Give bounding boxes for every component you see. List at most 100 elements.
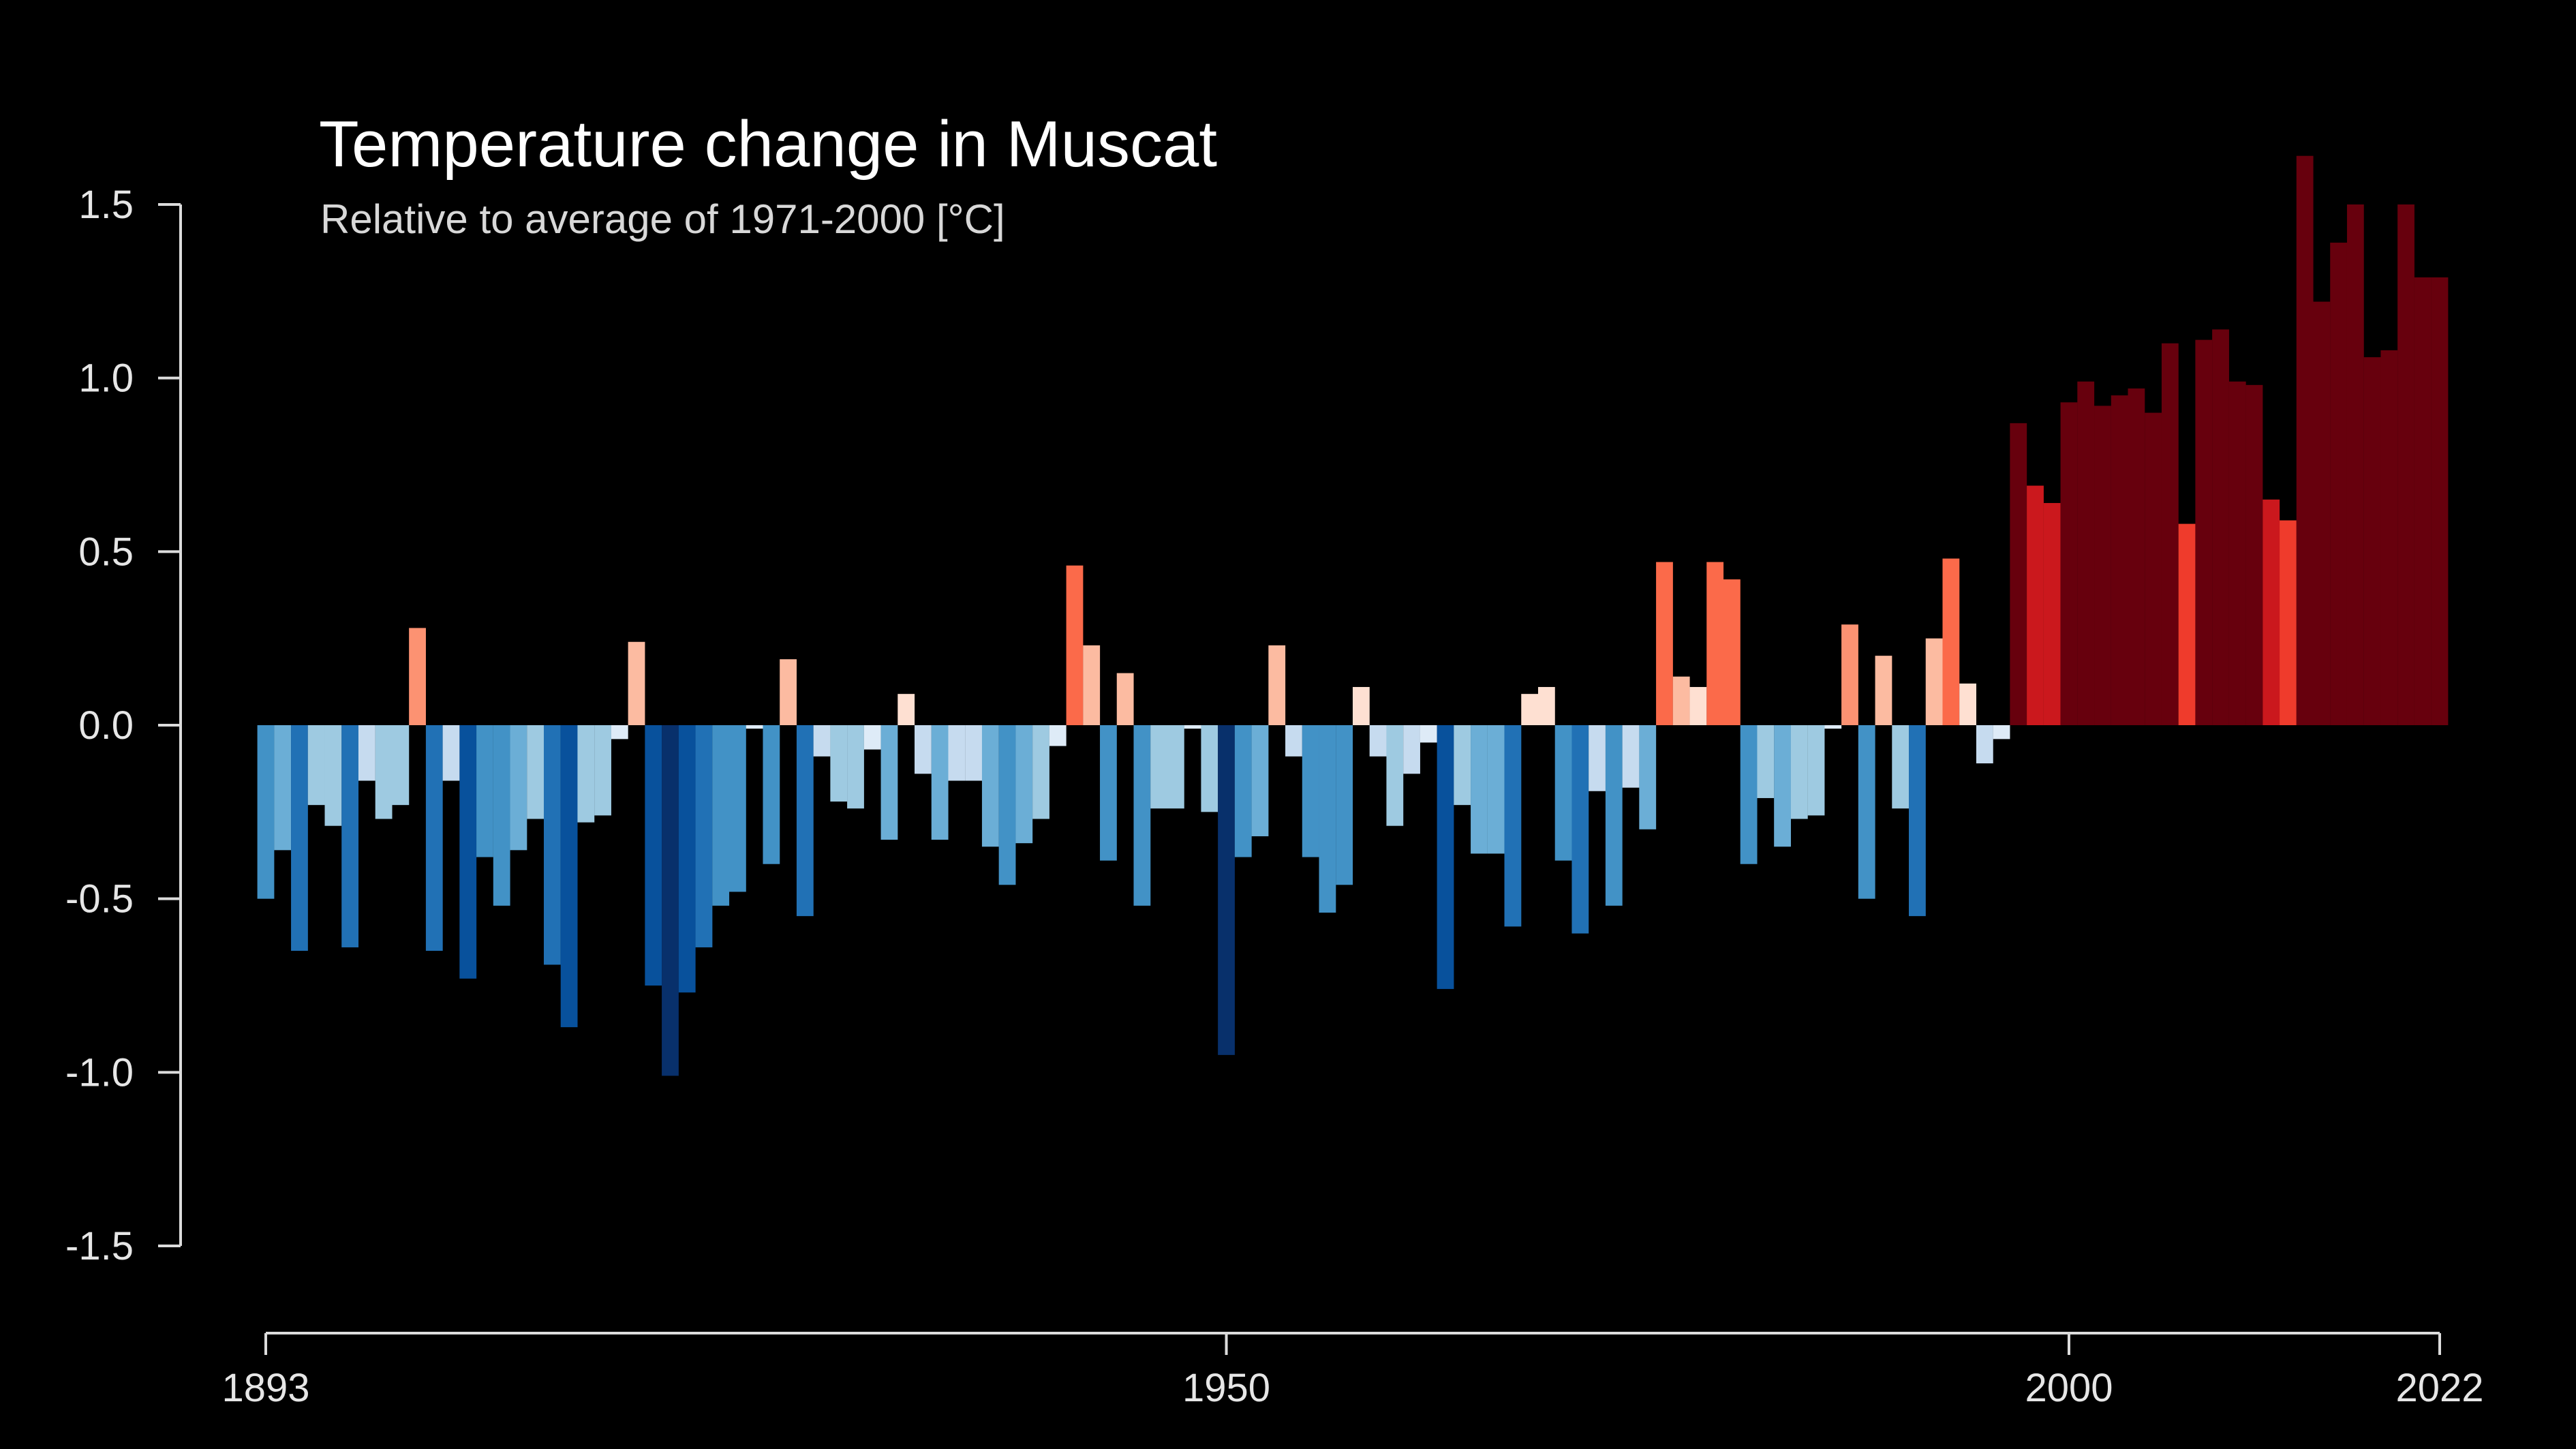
bar-1931 [898, 694, 915, 725]
bar-2012 [2263, 499, 2280, 725]
bar-1966 [1487, 725, 1505, 854]
bar-1895 [291, 725, 308, 951]
bar-1917 [662, 725, 679, 1076]
bar-2009 [2212, 329, 2229, 725]
bar-2008 [2195, 339, 2213, 725]
bar-1953 [1268, 645, 1286, 725]
y-tick-label: 1.5 [78, 183, 134, 227]
bar-1955 [1302, 725, 1319, 857]
bar-1975 [1639, 725, 1657, 829]
chart-subtitle: Relative to average of 1971-2000 [°C] [320, 196, 1005, 242]
bar-1896 [307, 725, 325, 806]
bar-2003 [2111, 395, 2128, 725]
bar-1906 [476, 725, 493, 857]
bar-1935 [965, 725, 982, 781]
bar-1957 [1336, 725, 1353, 885]
bar-1969 [1537, 686, 1555, 725]
bar-2001 [2077, 381, 2095, 725]
bar-1925 [796, 725, 814, 917]
bar-1967 [1504, 725, 1522, 927]
bar-1968 [1521, 694, 1539, 725]
y-ticks: 1.5 1.0 0.5 0.0 -0.5 -1.0 -1.5 [65, 183, 181, 1268]
bar-1963 [1437, 725, 1454, 990]
bar-1936 [981, 725, 999, 847]
bar-1901 [392, 725, 410, 806]
bar-1985 [1807, 725, 1825, 816]
bar-1928 [847, 725, 864, 809]
bar-1933 [931, 725, 949, 840]
bar-1913 [594, 725, 611, 816]
bar-1937 [998, 725, 1016, 885]
bar-2007 [2178, 523, 2196, 725]
bar-1951 [1234, 725, 1252, 857]
y-tick-label: -1.0 [65, 1050, 134, 1095]
bar-1981 [1740, 725, 1758, 864]
bar-1999 [2043, 503, 2061, 725]
bar-1919 [695, 725, 713, 947]
bars-group [257, 155, 2449, 1076]
bar-1924 [780, 659, 797, 725]
bar-1998 [2027, 485, 2044, 725]
bar-1905 [459, 725, 477, 979]
bar-2017 [2346, 204, 2364, 725]
x-axis: 1893 1950 2000 2022 [221, 1332, 2484, 1410]
bar-1988 [1858, 725, 1875, 899]
y-tick-label: -0.5 [65, 877, 134, 921]
bar-1954 [1285, 725, 1302, 757]
bar-1903 [425, 725, 443, 951]
bar-2015 [2313, 301, 2331, 725]
bar-1965 [1471, 725, 1488, 854]
bar-2022 [2431, 277, 2449, 726]
bar-1964 [1454, 725, 1471, 806]
bar-1971 [1571, 725, 1589, 934]
bar-2020 [2397, 204, 2414, 725]
bar-1970 [1554, 725, 1572, 861]
bar-1908 [510, 725, 527, 851]
bar-1972 [1589, 725, 1606, 791]
bar-1944 [1116, 673, 1134, 725]
bar-1939 [1032, 725, 1049, 819]
x-tick-label: 2022 [2395, 1366, 2483, 1410]
bar-1958 [1352, 686, 1370, 725]
x-tick-label: 1893 [221, 1366, 309, 1410]
bar-1932 [915, 725, 932, 774]
bar-1997 [2010, 423, 2027, 725]
bar-1989 [1875, 656, 1892, 725]
bar-1979 [1706, 562, 1724, 725]
bar-1904 [442, 725, 460, 781]
bar-1960 [1386, 725, 1404, 826]
bar-1977 [1672, 676, 1690, 725]
bar-1996 [1993, 725, 2010, 739]
bar-1938 [1015, 725, 1033, 844]
bar-1994 [1959, 683, 1976, 725]
bar-1916 [645, 725, 662, 986]
bar-1986 [1824, 725, 1842, 729]
bar-1993 [1942, 558, 1960, 725]
bar-1952 [1251, 725, 1269, 836]
bar-1949 [1201, 725, 1218, 812]
bar-2000 [2060, 402, 2078, 725]
bar-1945 [1133, 725, 1151, 906]
bar-1987 [1841, 624, 1858, 725]
y-axis: 1.5 1.0 0.5 0.0 -0.5 -1.0 -1.5 [65, 183, 182, 1268]
bar-1927 [830, 725, 848, 802]
bar-1984 [1790, 725, 1808, 819]
bar-1956 [1319, 725, 1336, 913]
bar-1976 [1656, 562, 1673, 725]
bar-2004 [2128, 388, 2145, 725]
bar-1914 [611, 725, 628, 739]
bar-1961 [1403, 725, 1420, 774]
bar-1946 [1150, 725, 1168, 809]
bar-1911 [560, 725, 578, 1028]
bar-2002 [2094, 406, 2111, 725]
bar-1950 [1218, 725, 1235, 1055]
y-tick-label: -1.5 [65, 1224, 134, 1268]
bar-2010 [2228, 381, 2246, 725]
bar-2005 [2145, 412, 2162, 725]
bar-1934 [948, 725, 966, 781]
bar-1893 [257, 725, 275, 899]
bar-1982 [1757, 725, 1775, 798]
bar-1941 [1066, 565, 1084, 725]
bar-2021 [2414, 277, 2432, 726]
